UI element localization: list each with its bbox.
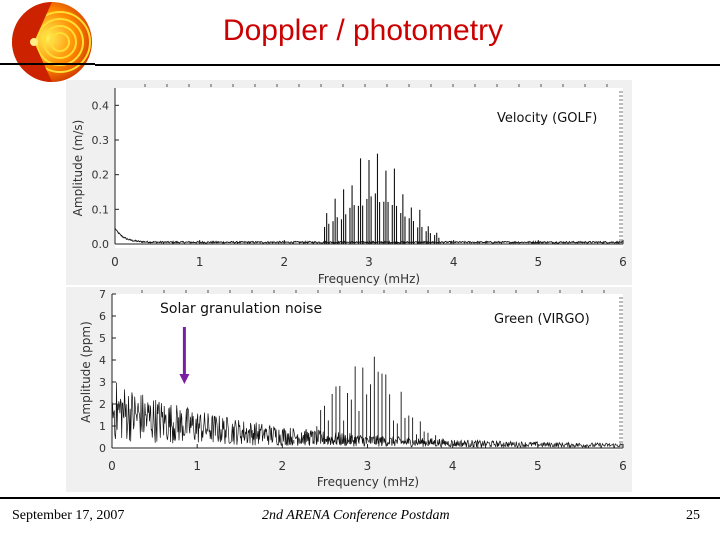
- y-tick-label: 3: [99, 376, 106, 389]
- slide-title: Doppler / photometry: [222, 14, 504, 47]
- y-tick-label: 5: [99, 332, 106, 345]
- title-divider: [95, 64, 720, 66]
- y-tick-label: 0.1: [92, 203, 110, 216]
- x-tick-label: 5: [535, 255, 543, 269]
- virgo-chart: 0 1 2 3 4 5 6 0 1 2 3 4 5 6 7: [99, 288, 627, 473]
- x-tick-label: 3: [365, 255, 373, 269]
- footer-date: September 17, 2007: [12, 508, 125, 523]
- y-tick-label: 6: [99, 310, 106, 323]
- footer-divider: [0, 497, 720, 499]
- golf-y-axis-label: Amplitude (m/s): [71, 120, 85, 217]
- y-tick-label: 0: [99, 442, 106, 455]
- x-tick-label: 0: [108, 459, 116, 473]
- x-tick-label: 4: [449, 459, 457, 473]
- golf-series-label: Velocity (GOLF): [497, 111, 597, 126]
- y-tick-label: 0.4: [92, 99, 110, 112]
- annotation-arrow: [179, 327, 190, 384]
- x-tick-label: 5: [534, 459, 542, 473]
- y-tick-label: 2: [99, 398, 106, 411]
- golf-chart: 0 1 2 3 4 5 6 0.0 0.1 0.2 0.3 0.4: [92, 84, 627, 269]
- x-tick-label: 3: [364, 459, 372, 473]
- y-tick-label: 1: [99, 420, 106, 433]
- footer-conference: 2nd ARENA Conference Postdam: [262, 508, 450, 523]
- virgo-series-label: Green (VIRGO): [494, 312, 590, 327]
- arrow-head: [179, 374, 190, 384]
- virgo-y-axis-label: Amplitude (ppm): [79, 321, 93, 423]
- virgo-x-axis-label: Frequency (mHz): [317, 475, 419, 489]
- y-tick-label: 7: [99, 288, 106, 301]
- golf-x-axis-label: Frequency (mHz): [318, 272, 420, 286]
- x-tick-label: 6: [619, 255, 627, 269]
- x-tick-label: 2: [279, 459, 287, 473]
- noise-trace: [111, 382, 624, 449]
- x-tick-label: 2: [281, 255, 289, 269]
- x-tick-label: 1: [196, 255, 204, 269]
- x-tick-label: 4: [450, 255, 458, 269]
- sun-logo-icon: [0, 2, 95, 82]
- y-tick-label: 0.3: [92, 134, 110, 147]
- x-tick-label: 0: [111, 255, 119, 269]
- x-tick-label: 1: [193, 459, 201, 473]
- x-tick-label: 6: [619, 459, 627, 473]
- granulation-annotation: Solar granulation noise: [160, 301, 322, 317]
- y-tick-label: 0.0: [92, 238, 110, 251]
- y-tick-label: 4: [99, 354, 106, 367]
- y-tick-label: 0.2: [92, 169, 110, 182]
- page-number: 25: [686, 508, 700, 523]
